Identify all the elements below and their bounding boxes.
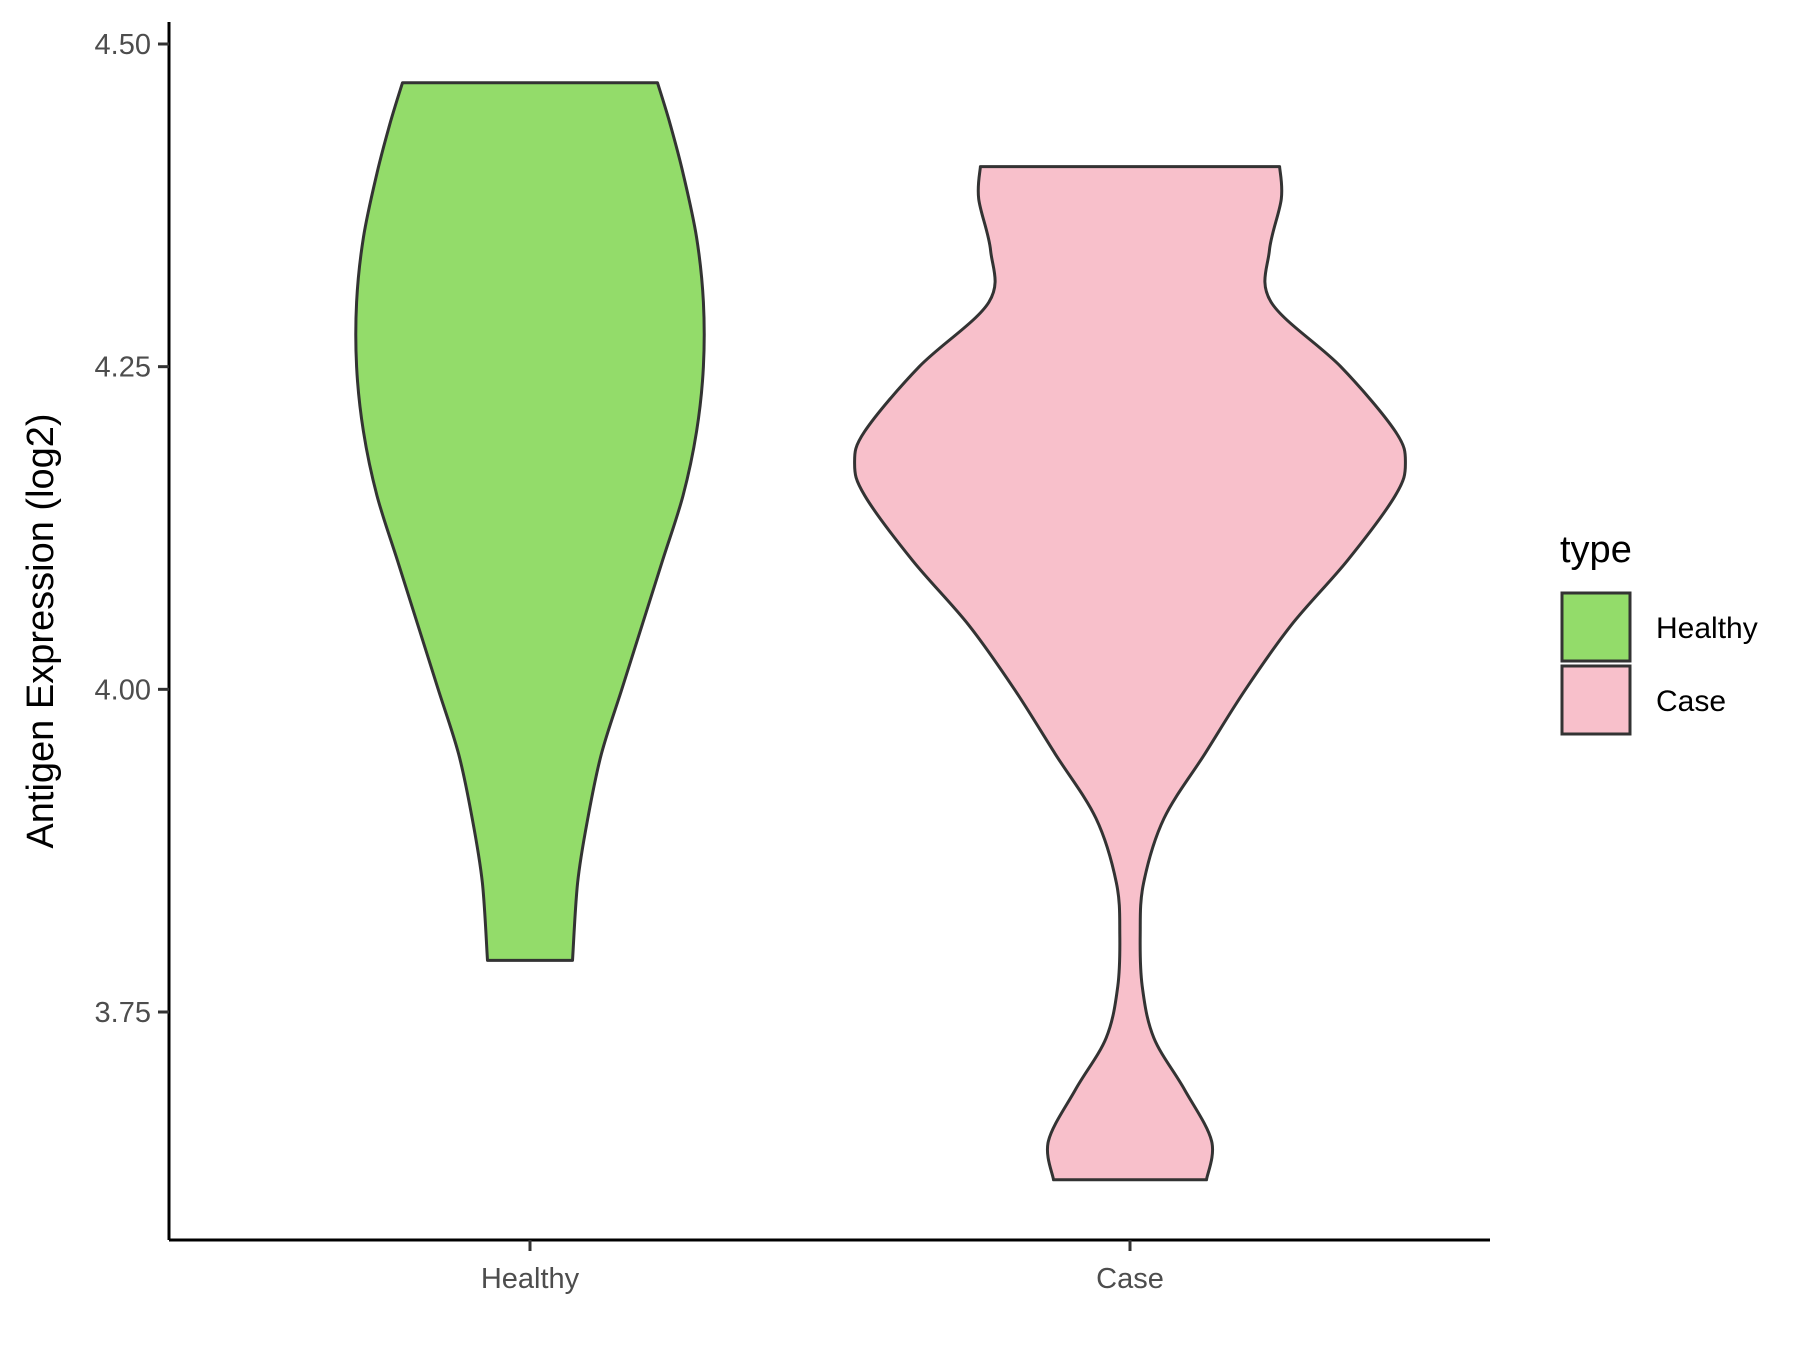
- y-tick-label: 3.75: [95, 997, 151, 1029]
- y-tick-label: 4.25: [95, 352, 151, 384]
- legend-label-case: Case: [1656, 685, 1726, 718]
- violin-layer: [354, 81, 1407, 1182]
- y-tick-label: 4.00: [95, 674, 151, 706]
- y-tick-label: 4.50: [95, 29, 151, 61]
- y-axis-ticks: 3.75 4.00 4.25 4.50: [95, 29, 169, 1029]
- x-tick-label: Healthy: [481, 1263, 580, 1295]
- legend-title: type: [1560, 529, 1632, 571]
- legend-key-case: [1560, 664, 1632, 736]
- legend-key-healthy: [1560, 591, 1632, 663]
- legend: type Healthy Case: [1560, 529, 1758, 736]
- violin-case: [853, 165, 1407, 1182]
- x-axis-ticks: Healthy Case: [481, 1240, 1164, 1295]
- y-axis-title: Antigen Expression (log2): [20, 413, 62, 848]
- legend-entries: Healthy Case: [1560, 591, 1758, 736]
- x-tick-label: Case: [1096, 1263, 1164, 1295]
- violin-healthy: [354, 81, 706, 962]
- legend-label-healthy: Healthy: [1656, 612, 1758, 645]
